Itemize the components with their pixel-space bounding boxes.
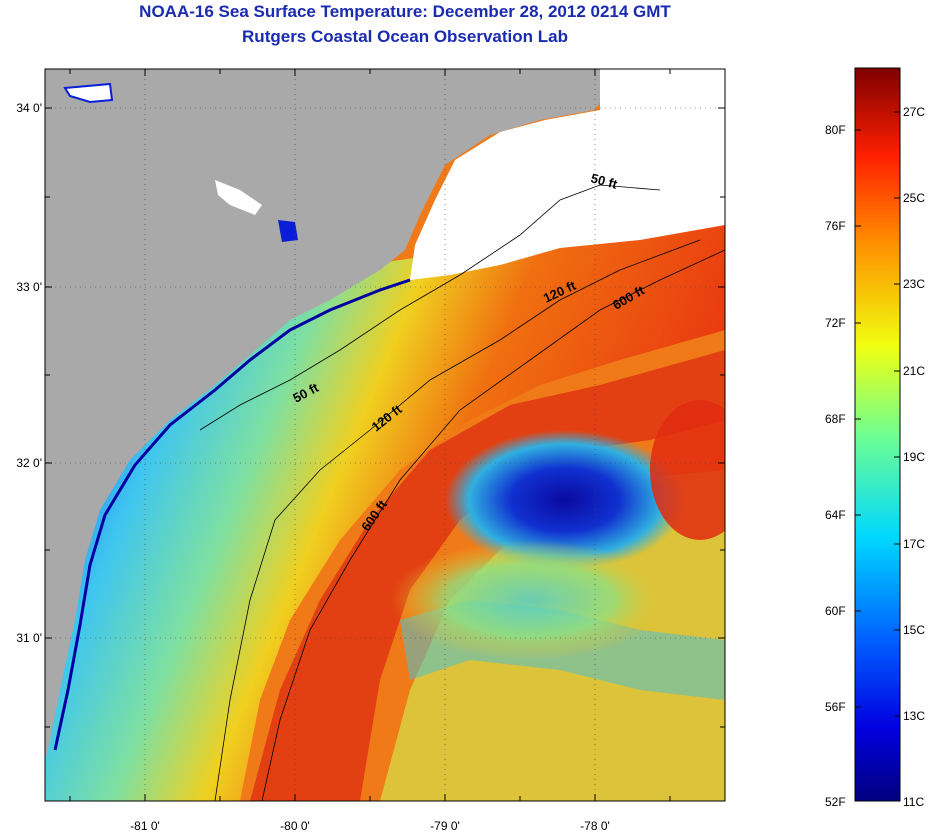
lat-label: 34 0' <box>16 101 42 115</box>
land-mass <box>45 69 605 760</box>
contour-50ft <box>199 184 661 431</box>
colorbar-c-label: 23C <box>903 277 926 291</box>
colorbar-c-label: 19C <box>903 450 926 464</box>
colorbar-f-label: 64F <box>825 508 846 522</box>
map-title: NOAA-16 Sea Surface Temperature: Decembe… <box>139 2 671 21</box>
lake-marion <box>215 180 262 215</box>
colorbar-f-label: 80F <box>825 123 846 137</box>
colorbar-c-label: 17C <box>903 537 926 551</box>
lat-label: 32 0' <box>16 456 42 470</box>
colorbar <box>854 67 901 802</box>
contour-120ft <box>214 239 701 801</box>
depth-label: 50 ft <box>589 170 619 192</box>
colorbar-c-label: 27C <box>903 105 926 119</box>
colorbar-f-label: 56F <box>825 700 846 714</box>
map-subtitle: Rutgers Coastal Ocean Observation Lab <box>242 27 568 46</box>
colorbar-c-label: 13C <box>903 709 926 723</box>
cold-pocket <box>390 540 670 660</box>
colorbar-f-label: 52F <box>825 795 846 809</box>
colorbar-f-label: 60F <box>825 604 846 618</box>
warm-pocket <box>650 400 725 540</box>
lat-label: 33 0' <box>16 280 42 294</box>
coastline <box>53 278 411 751</box>
colorbar-c-label: 11C <box>903 795 925 809</box>
lake-moultrie <box>278 220 298 242</box>
map-frame <box>44 68 726 802</box>
inland-water <box>63 82 114 104</box>
colorbar-c-label: 25C <box>903 191 926 205</box>
cold-eddy <box>445 430 685 570</box>
colorbar-f-label: 76F <box>825 219 846 233</box>
lon-label: -80 0' <box>280 819 310 832</box>
colorbar-f-label: 68F <box>825 412 846 426</box>
colorbar-f-label: 72F <box>825 316 846 330</box>
lon-label: -81 0' <box>130 819 160 832</box>
no-data-area <box>410 69 725 280</box>
lon-label: -78 0' <box>580 819 610 832</box>
colorbar-c-label: 21C <box>903 364 926 378</box>
colorbar-c-label: 15C <box>903 623 926 637</box>
lat-label: 31 0' <box>16 631 42 645</box>
lon-label: -79 0' <box>430 819 460 832</box>
gulf-stream <box>250 350 725 801</box>
